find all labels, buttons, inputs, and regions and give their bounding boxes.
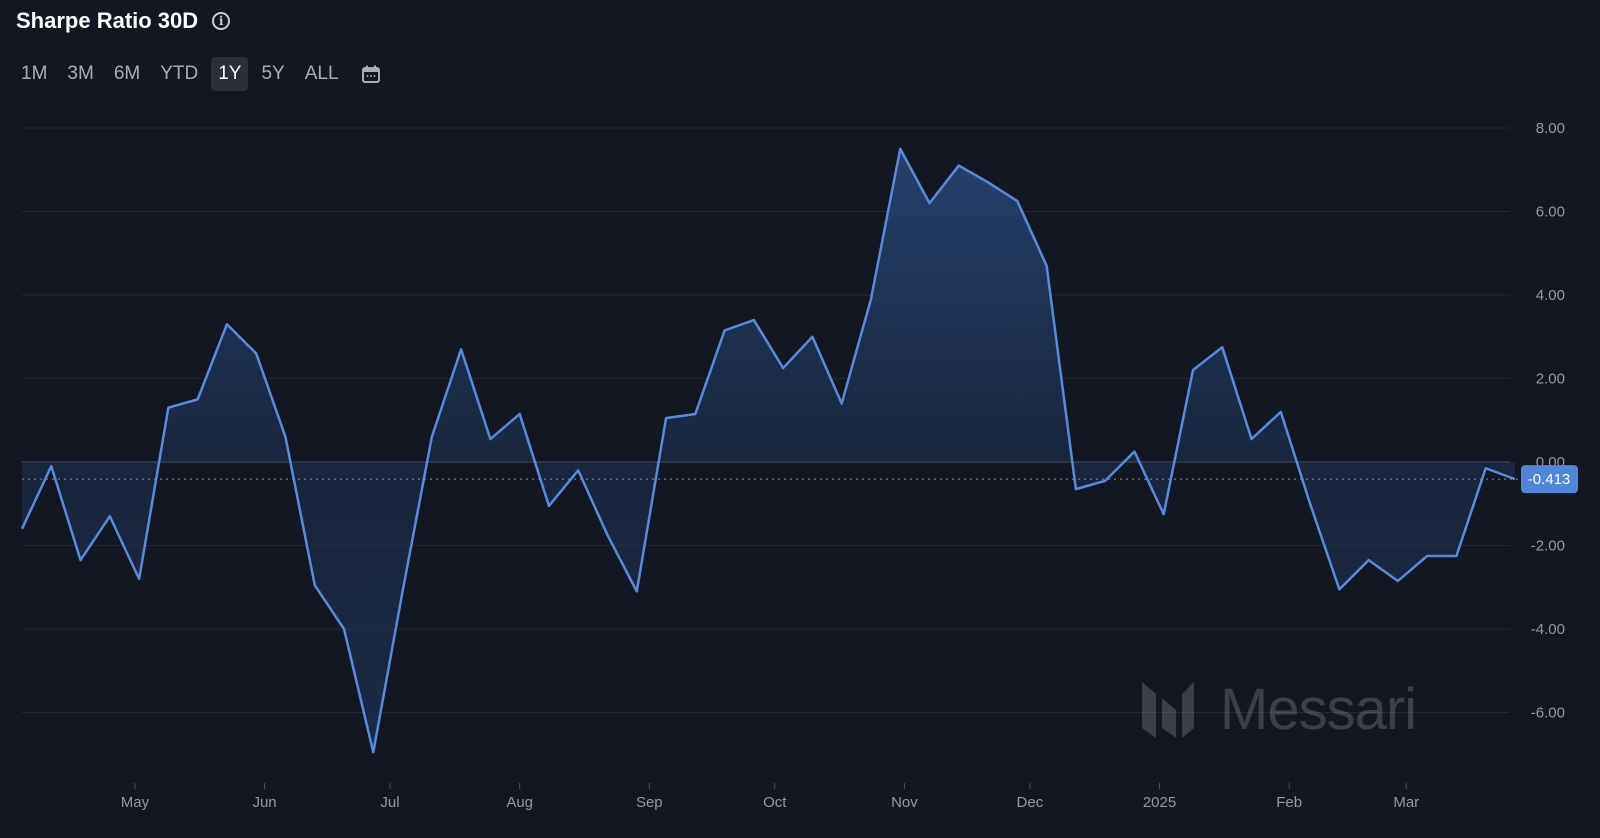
y-tick-label: 8.00 [1536,120,1565,137]
range-all-button[interactable]: ALL [304,63,339,84]
y-tick-label: -2.00 [1531,538,1565,555]
y-tick-label: 4.00 [1536,287,1565,304]
x-tick-label: Jul [380,794,399,811]
y-tick-label: -6.00 [1531,705,1565,722]
series-line-path [20,147,1516,754]
area-fill [22,148,1515,753]
x-axis-labels: May Jun Jul Aug Sep Oct Nov Dec 2025 Feb Mar [121,783,1419,811]
messari-watermark: Messari [1142,676,1417,743]
chart-header: Sharpe Ratio 30D i [16,8,231,34]
y-tick-label: -4.00 [1531,621,1565,638]
x-tick-label: Jun [252,794,276,811]
range-3m-button[interactable]: 3M [67,63,94,84]
info-icon[interactable]: i [212,12,231,30]
y-tick-label: 2.00 [1536,371,1565,388]
x-tick-label: Feb [1276,794,1302,811]
range-6m-button[interactable]: 6M [113,63,141,84]
y-axis-labels: 8.006.004.002.000.00-2.00-4.00-6.00 [1531,120,1565,722]
series-line [20,147,1516,754]
x-tick-label: Nov [891,794,918,811]
current-value-label: -0.413 [1528,471,1571,488]
x-tick-label: Sep [636,794,663,811]
x-tick-label: Mar [1393,794,1419,811]
watermark-text: Messari [1220,677,1417,742]
range-1y-button[interactable]: 1Y [211,57,249,91]
range-ytd-button[interactable]: YTD [160,63,199,84]
time-range-selector: 1M 3M 6M YTD 1Y 5Y ALL [14,57,382,91]
range-1m-button[interactable]: 1M [21,63,48,84]
messari-logo-icon [1142,681,1194,738]
x-tick-label: Oct [763,794,787,811]
calendar-icon[interactable] [360,63,382,85]
area-fill-path [22,148,1515,753]
current-value-marker: -0.413 [22,465,1578,494]
x-tick-label: 2025 [1143,794,1176,811]
x-tick-label: Aug [506,794,533,811]
page-title: Sharpe Ratio 30D [16,8,199,33]
x-tick-label: May [121,794,150,811]
x-tick-label: Dec [1017,794,1044,811]
y-tick-label: 6.00 [1536,204,1565,221]
range-5y-button[interactable]: 5Y [261,63,285,84]
current-value-badge [1521,465,1578,494]
